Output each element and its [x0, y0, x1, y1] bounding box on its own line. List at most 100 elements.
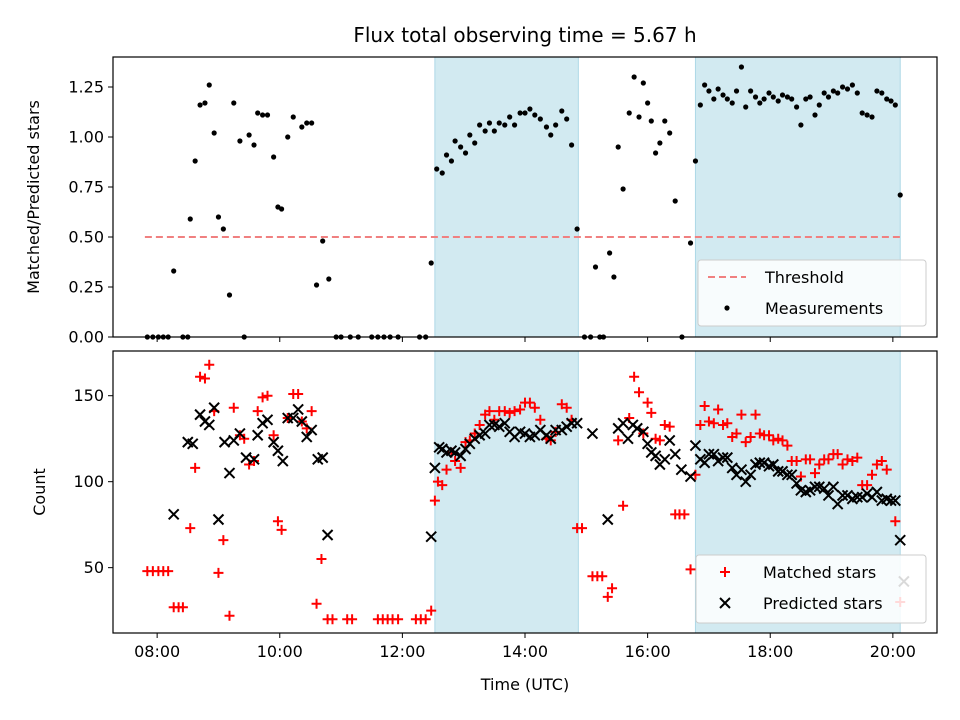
predicted-star-point [856, 491, 868, 503]
measurement-point [231, 100, 237, 106]
measurement-point [631, 74, 637, 80]
y-tick-label: 0.75 [68, 178, 104, 197]
measurement-point [448, 158, 455, 164]
predicted-star-point [277, 455, 289, 467]
measurement-point [285, 134, 291, 140]
matched-star-point [862, 480, 873, 491]
matched-star-point [613, 435, 624, 446]
predicted-star-point [223, 467, 236, 479]
measurement-point [491, 128, 497, 134]
y-tick-label: 100 [73, 472, 104, 491]
matched-star-point [842, 454, 853, 465]
matched-star-point [764, 430, 775, 441]
x-tick-label: 20:00 [870, 642, 916, 661]
measurement-point [443, 152, 450, 158]
predicted-star-point [772, 465, 784, 478]
measurement-point [888, 98, 894, 104]
measurement-point [537, 116, 543, 122]
predicted-star-point [287, 412, 299, 424]
matched-star-point [252, 406, 263, 417]
legend-label: Threshold [764, 268, 844, 287]
measurement-point [844, 86, 851, 92]
predicted-star-point [885, 494, 897, 507]
y-tick-label: 50 [84, 558, 104, 577]
matched-star-point [163, 566, 174, 577]
predicted-star-point [483, 419, 496, 431]
predicted-star-point [669, 448, 681, 460]
measurement-point [264, 112, 271, 118]
predicted-star-point [617, 417, 629, 429]
predicted-star-point [735, 463, 748, 476]
measurement-point [657, 140, 663, 146]
matched-star-point [393, 614, 404, 625]
measurement-point [592, 264, 599, 270]
measurement-point [226, 292, 233, 298]
measurement-point [206, 82, 212, 88]
measurement-point [687, 240, 694, 246]
matched-star-point [722, 418, 733, 429]
measurement-point [743, 104, 749, 110]
predicted-star-point [649, 450, 662, 462]
matched-star-point [420, 614, 431, 625]
predicted-star-point [781, 469, 794, 481]
matched-star-point [634, 387, 645, 398]
measurement-point [897, 192, 903, 198]
y-tick-label: 1.25 [68, 78, 104, 97]
top-panel: 0.00 0.25 0.50 0.75 1.00 1.25 Threshold Measure… [68, 56, 938, 347]
predicted-star-point [194, 408, 206, 421]
predicted-star-point [861, 488, 873, 500]
matched-star-point [213, 567, 224, 578]
matched-star-point [837, 459, 848, 470]
matched-star-point [268, 430, 279, 441]
measurement-point [648, 118, 654, 124]
measurement-point [711, 96, 717, 102]
predicted-star-point [316, 451, 329, 464]
matched-star-point [474, 419, 485, 430]
matched-star-point [195, 371, 206, 382]
legend: Threshold Measurements [697, 259, 927, 327]
measurement-point [702, 82, 708, 88]
matched-star-point [327, 614, 338, 625]
predicted-star-point [208, 402, 220, 414]
measurement-point [720, 92, 726, 98]
predicted-star-point [469, 432, 481, 445]
measurement-point [761, 96, 767, 102]
predicted-star-point [425, 530, 437, 543]
matched-star-point [316, 554, 327, 565]
x-tick-label: 10:00 [257, 642, 303, 661]
measurement-point [553, 122, 559, 128]
measurement-point [620, 186, 626, 192]
matched-star-point [311, 598, 322, 609]
predicted-star-point [689, 439, 702, 452]
predicted-star-point [560, 420, 573, 433]
measurement-point [462, 150, 469, 156]
predicted-star-point [234, 427, 246, 440]
predicted-star-point [894, 534, 906, 546]
measurement-point [672, 198, 678, 204]
measurement-point [738, 64, 745, 70]
predicted-star-point [292, 403, 304, 416]
measurement-point [859, 110, 865, 116]
predicted-star-point [479, 427, 491, 440]
measurement-point [794, 104, 800, 110]
matched-star-point [685, 564, 696, 575]
measurement-point [636, 114, 642, 120]
measurement-point [766, 90, 772, 96]
predicted-star-point [449, 446, 461, 459]
predicted-star-point [212, 513, 225, 526]
chart-title: Flux total observing time = 5.67 h [353, 23, 696, 47]
predicted-star-point [641, 438, 654, 450]
measurement-point [652, 150, 659, 156]
matched-star-point [852, 452, 863, 463]
matched-star-point [736, 409, 747, 420]
measurement-point [259, 112, 266, 118]
measurement-point [574, 226, 580, 232]
measurement-point [816, 102, 822, 108]
measurement-point [486, 120, 493, 126]
predicted-star-point [519, 427, 531, 440]
matched-star-point [204, 359, 215, 370]
measurement-point [439, 170, 445, 176]
x-tick-label: 12:00 [379, 642, 425, 661]
predicted-star-point [429, 462, 441, 474]
predicted-star-point [186, 438, 199, 450]
